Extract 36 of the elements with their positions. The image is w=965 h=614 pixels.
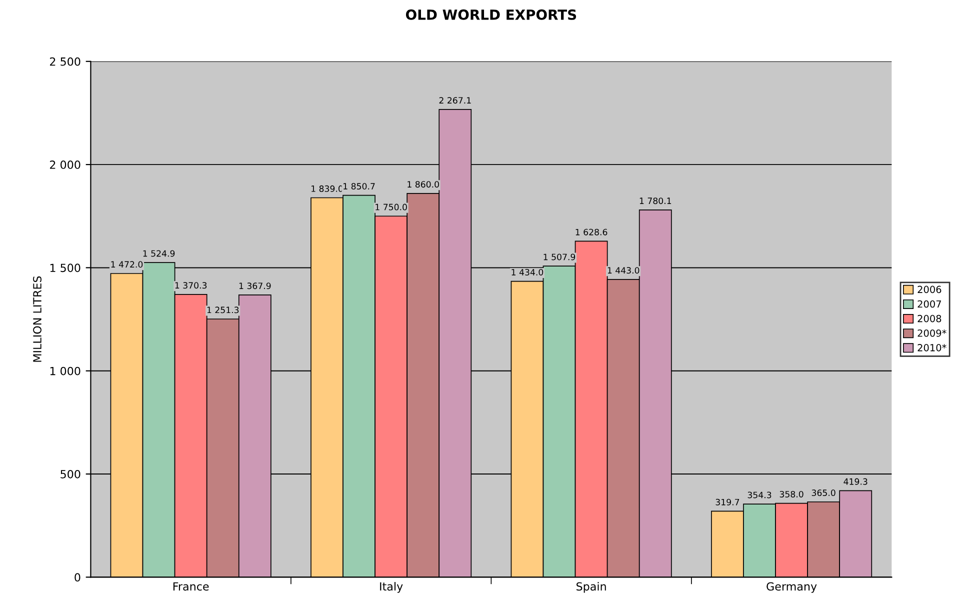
x-tick-label: Italy <box>380 582 403 593</box>
y-tick-label: 2 500 <box>50 57 80 66</box>
data-label: 1 472.0 <box>111 261 143 268</box>
data-label: 319.7 <box>716 498 740 506</box>
data-label: 1 370.3 <box>175 282 207 289</box>
legend-label: 2009* <box>918 329 946 337</box>
x-tick-label: France <box>173 582 209 591</box>
data-label: 1 850.7 <box>344 183 375 190</box>
data-label: 1 628.6 <box>576 228 608 236</box>
data-label: 1 860.0 <box>408 181 439 188</box>
data-label: 1 367.9 <box>239 282 271 290</box>
x-tick-label: Spain <box>576 582 606 593</box>
data-label: 358.0 <box>780 490 804 498</box>
data-label: 1 780.1 <box>640 198 672 204</box>
x-tick-label: Germany <box>766 582 817 593</box>
y-tick-label: 2 000 <box>50 160 80 169</box>
y-tick-label: 1 000 <box>50 366 80 376</box>
data-label: 1 507.9 <box>544 254 576 260</box>
data-label: 1 443.0 <box>608 267 640 274</box>
legend-label: 2010* <box>918 344 946 352</box>
data-label: 1 251.3 <box>207 306 239 314</box>
data-label: 419.3 <box>844 478 868 485</box>
data-label: 354.3 <box>748 492 772 498</box>
y-tick-label: 500 <box>60 470 80 478</box>
data-label: 1 524.9 <box>143 250 175 257</box>
data-label: 1 750.0 <box>376 204 407 210</box>
y-tick-label: 1 500 <box>50 264 80 272</box>
legend-label: 2006 <box>918 286 942 294</box>
chart-title: OLD WORLD EXPORTS <box>406 9 576 20</box>
y-tick-label: 0 <box>74 573 80 582</box>
legend-label: 2008 <box>918 314 942 322</box>
data-label: 365.0 <box>812 490 836 496</box>
y-axis-title: MILLION LITRES <box>33 276 42 362</box>
legend-label: 2007 <box>918 300 941 308</box>
data-label: 1 434.0 <box>512 268 544 276</box>
data-label: 2 267.1 <box>439 97 471 104</box>
